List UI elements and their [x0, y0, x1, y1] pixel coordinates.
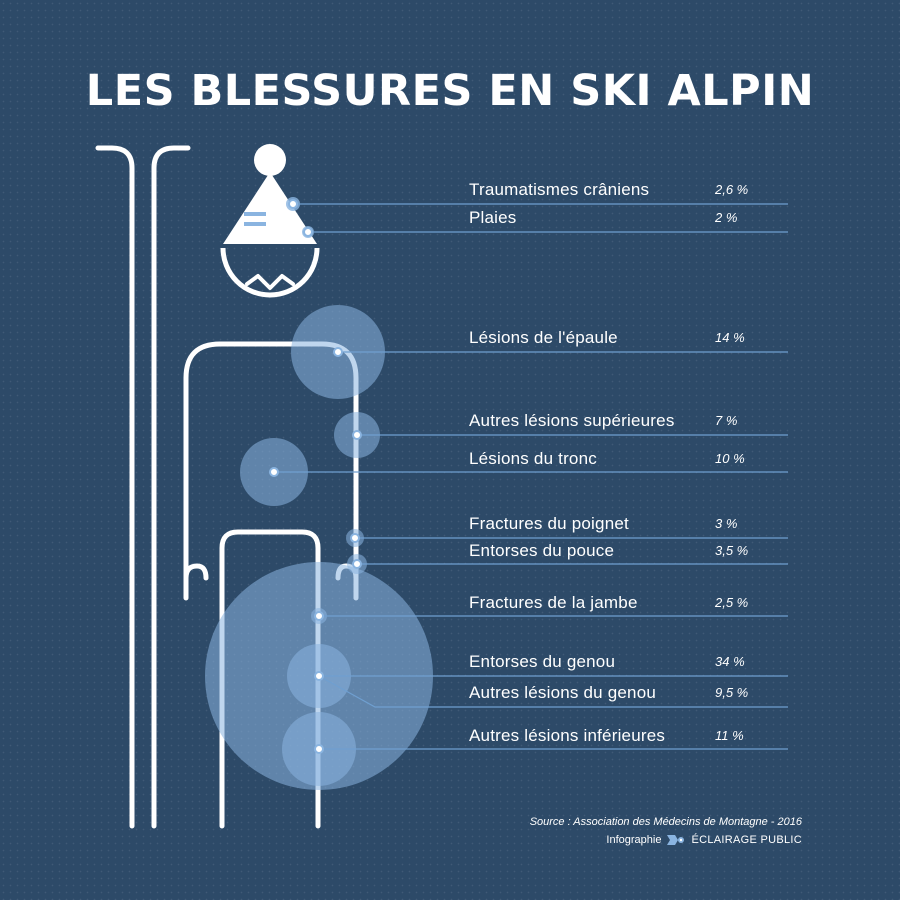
eclairage-logo-icon [667, 835, 685, 845]
credit-brand: ÉCLAIRAGE PUBLIC [691, 834, 802, 846]
injury-value: 9,5 % [715, 685, 749, 700]
injury-label: Fractures du poignet [469, 514, 629, 533]
injury-value: 2,5 % [715, 595, 749, 610]
injury-label: Traumatismes crâniens [469, 180, 650, 199]
injury-row: Plaies 2 % [469, 208, 789, 232]
injury-row: Lésions de l'épaule 14 % [469, 328, 789, 352]
injury-value: 2 % [715, 210, 738, 225]
injury-value: 2,6 % [715, 182, 749, 197]
injury-value: 3 % [715, 516, 738, 531]
injury-row: Entorses du genou 34 % [469, 652, 789, 676]
injury-label: Autres lésions inférieures [469, 726, 666, 745]
injury-row: Lésions du tronc 10 % [469, 449, 789, 473]
left-hand [183, 563, 209, 581]
injury-label: Plaies [469, 208, 517, 227]
injury-label: Entorses du genou [469, 652, 616, 671]
injury-label: Fractures de la jambe [469, 593, 638, 612]
injury-value: 3,5 % [715, 543, 749, 558]
face [220, 247, 320, 298]
hat-pompom [254, 144, 286, 176]
credit-prefix: Infographie [606, 834, 662, 846]
injury-label: Autres lésions du genou [469, 683, 657, 702]
injury-label: Lésions du tronc [469, 449, 597, 468]
injury-row: Autres lésions inférieures 11 % [469, 726, 789, 750]
injury-value: 11 % [715, 728, 744, 743]
source-note: Source : Association des Médecins de Mon… [529, 816, 802, 828]
injury-label: Autres lésions supérieures [469, 411, 675, 430]
mouth [245, 274, 295, 290]
injury-value: 10 % [715, 451, 745, 466]
anchor-dots [269, 199, 362, 754]
injury-value: 7 % [715, 413, 738, 428]
leg-outline [219, 529, 321, 829]
injury-value: 34 % [715, 654, 745, 669]
injury-row: Autres lésions supérieures 7 % [469, 411, 789, 435]
leader-lines [274, 203, 788, 750]
head-illustration [220, 144, 320, 298]
credit-line: Infographie ÉCLAIRAGE PUBLIC [606, 834, 802, 846]
injury-value: 14 % [715, 330, 745, 345]
injury-row: Autres lésions du genou 9,5 % [469, 683, 789, 707]
injury-row: Fractures de la jambe 2,5 % [469, 593, 789, 617]
ski-right [151, 145, 191, 829]
injury-row: Traumatismes crâniens 2,6 % [469, 180, 789, 204]
skis-illustration [95, 145, 191, 829]
page-title: LES BLESSURES EN SKI ALPIN [85, 66, 815, 116]
injury-label: Lésions de l'épaule [469, 328, 618, 347]
injury-label: Entorses du pouce [469, 541, 615, 560]
injury-row: Fractures du poignet 3 % [469, 514, 789, 538]
ski-left [95, 145, 135, 829]
injury-row: Entorses du pouce 3,5 % [469, 541, 789, 565]
